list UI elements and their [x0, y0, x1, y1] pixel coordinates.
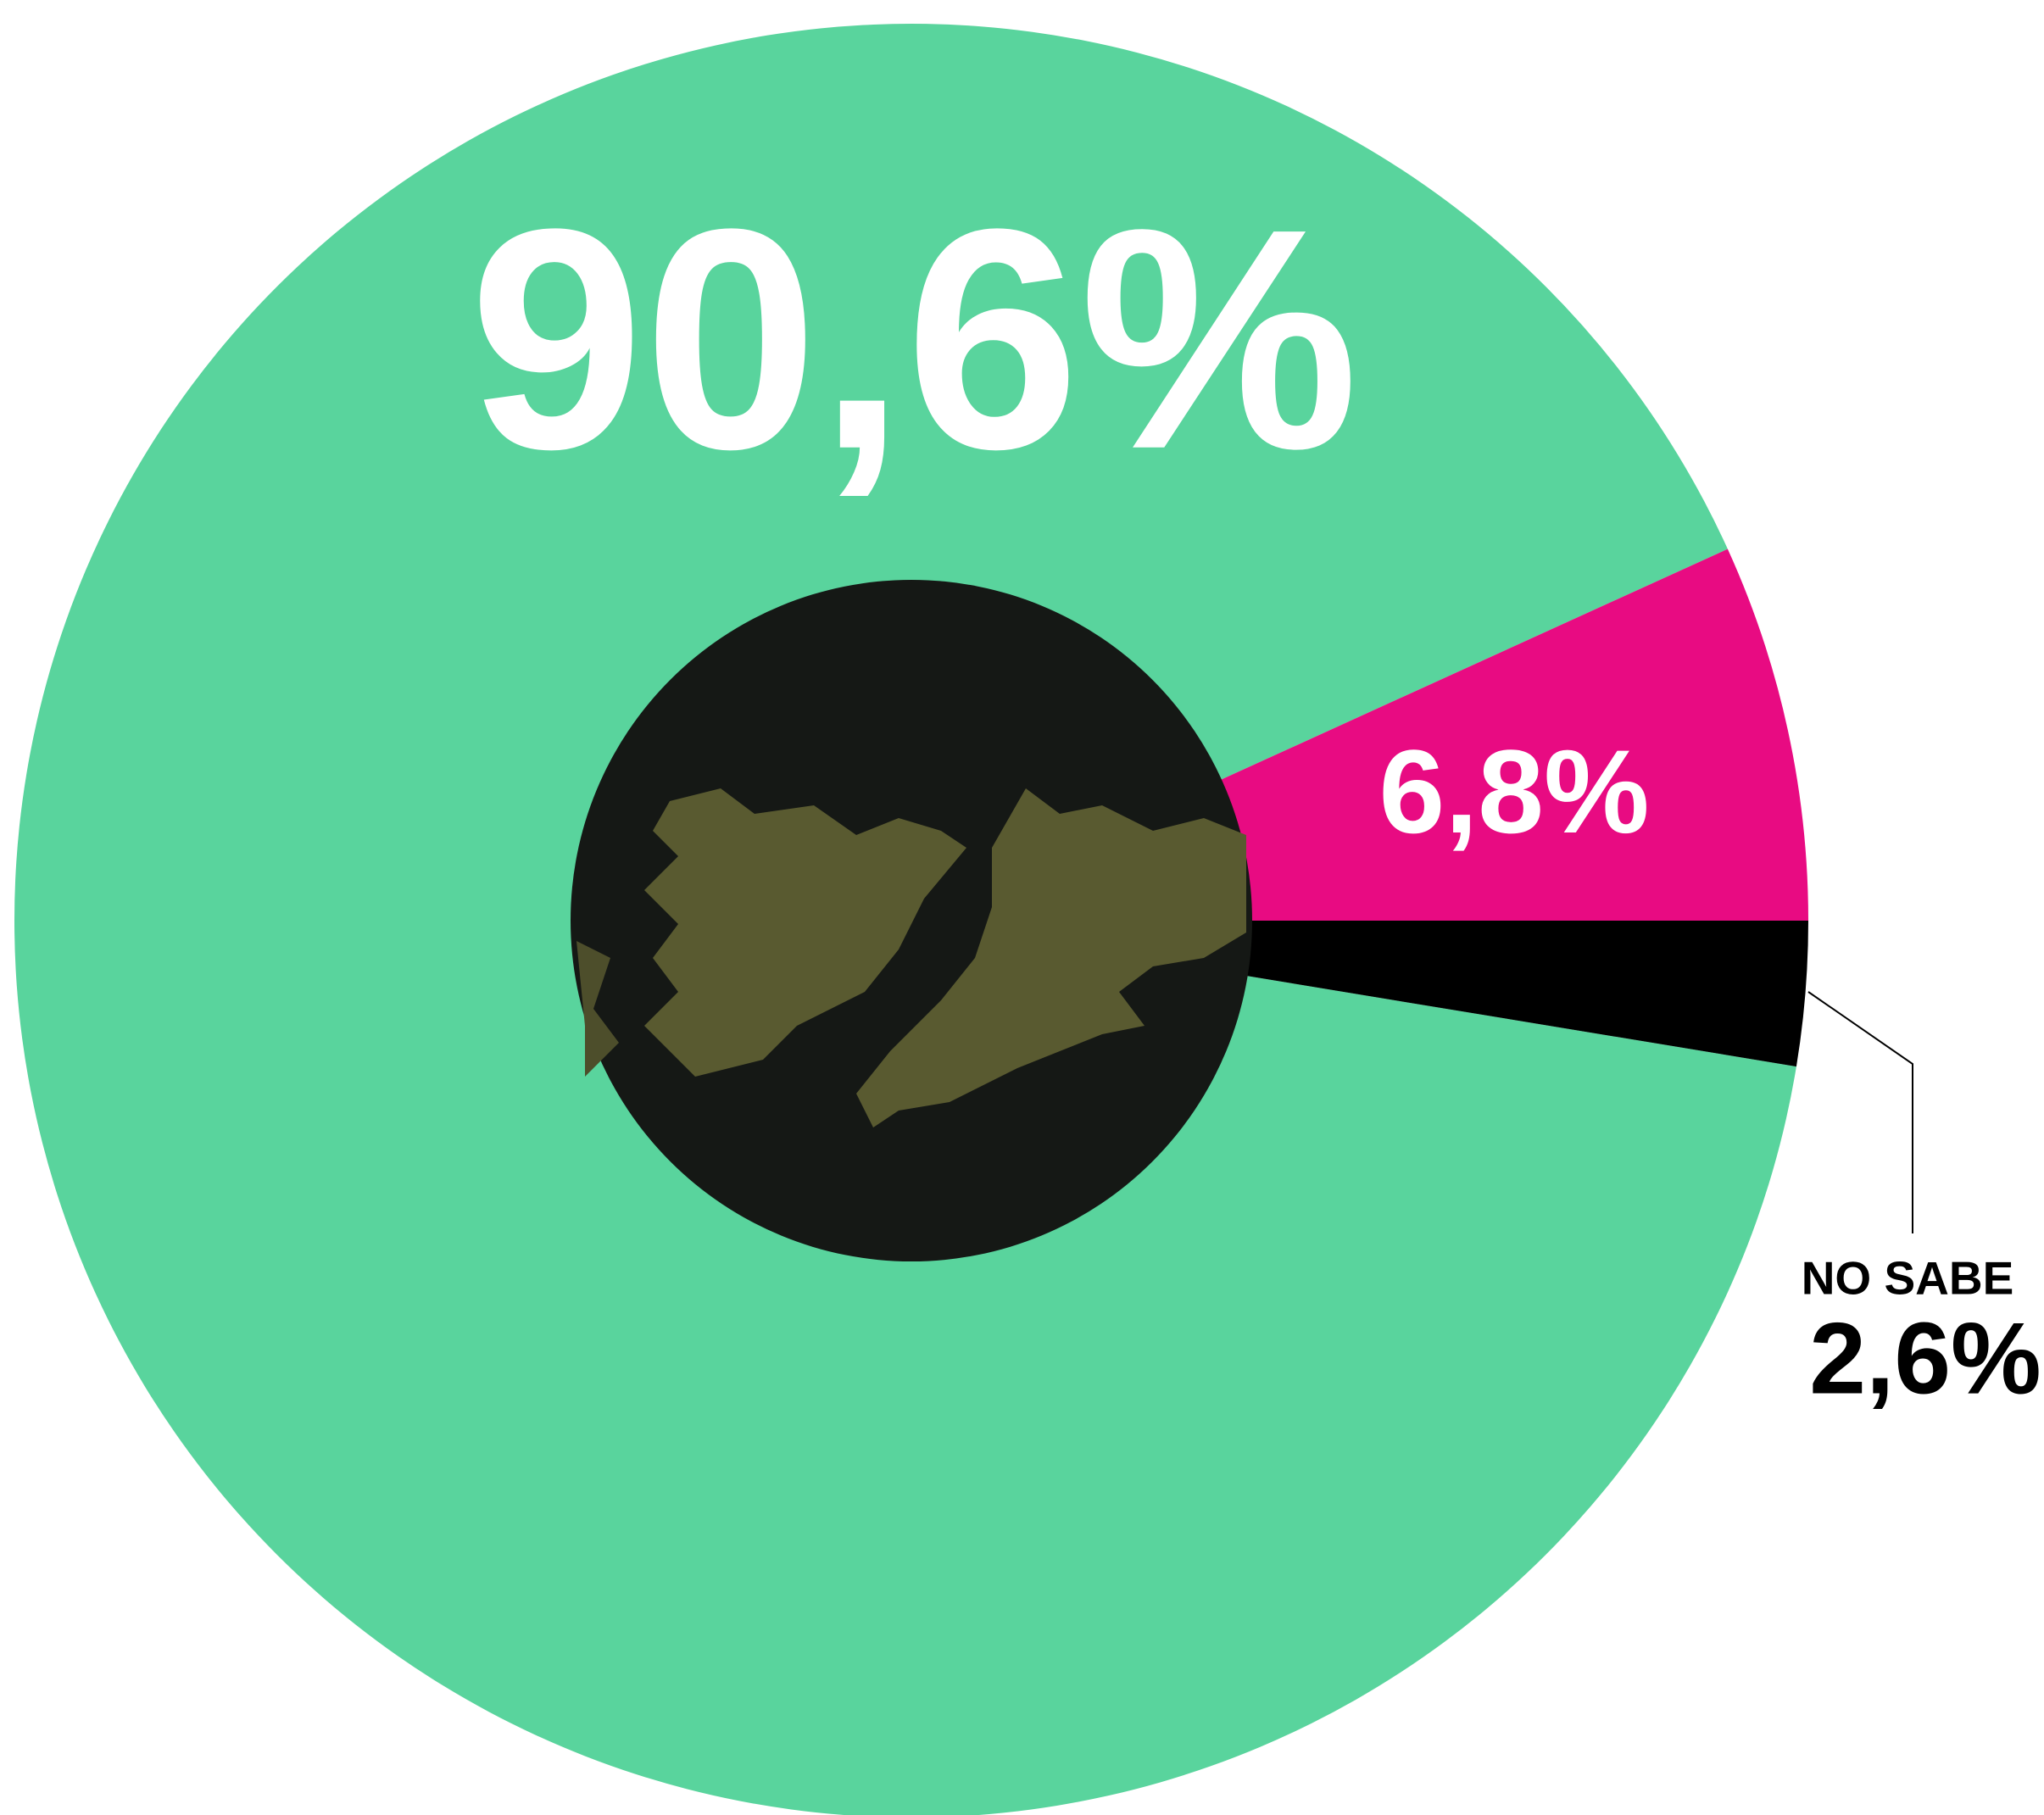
- center-map: [571, 580, 1252, 1261]
- map-islet: [576, 941, 619, 1077]
- value-label: 6,8%: [1378, 725, 1649, 858]
- map-east-island: [856, 788, 1246, 1127]
- category-label: NO SABE: [1802, 1252, 2014, 1305]
- slice: [1245, 921, 1808, 1067]
- slice: [14, 24, 1796, 1815]
- labels: 90,6% 6,8% 2,6%NO SABE: [469, 164, 2041, 1416]
- slice: [1220, 548, 1808, 921]
- map-west-island: [644, 788, 966, 1077]
- value-label: 2,6%: [1809, 1302, 2041, 1416]
- leader-line: [1807, 991, 1913, 1233]
- slices: [14, 24, 1808, 1815]
- value-label: 90,6%: [469, 164, 1358, 515]
